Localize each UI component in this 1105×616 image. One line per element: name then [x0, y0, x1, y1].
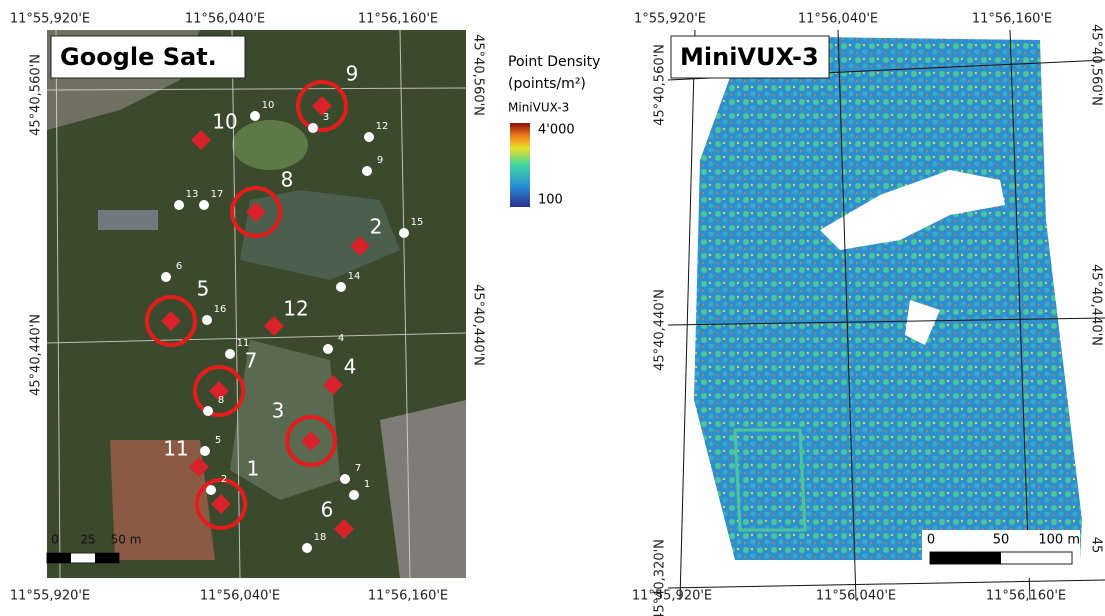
site-label: 7 [245, 349, 258, 373]
site-label: 11 [163, 437, 188, 461]
point-label: 1 [364, 479, 370, 490]
control-point [250, 111, 260, 121]
coordinate-label: 11°56,040'E [185, 12, 265, 27]
coordinate-label: 11°56,040'E [200, 589, 280, 604]
scale-bar [930, 552, 1001, 564]
control-point [203, 406, 213, 416]
site-label: 5 [197, 277, 210, 301]
coordinate-label: 11°55,920'E [10, 12, 90, 27]
control-point [302, 543, 312, 553]
coordinate-label: 11°56,160'E [358, 12, 438, 27]
coordinate-label: 11°55,920'E [632, 589, 712, 604]
legend-min: 100 [538, 193, 563, 208]
control-point [364, 132, 374, 142]
scale-label: 100 m [1038, 533, 1080, 548]
point-label: 12 [376, 121, 389, 132]
control-point [161, 272, 171, 282]
scale-label: 50 m [111, 533, 142, 547]
site-label: 3 [272, 399, 285, 423]
point-label: 16 [214, 304, 227, 315]
point-label: 9 [377, 155, 383, 166]
graticule [668, 580, 1105, 588]
scale-label: 50 [993, 533, 1010, 548]
site-label: 10 [212, 110, 237, 134]
coordinate-label: 45°40,560'N [1089, 24, 1104, 106]
scale-label: 0 [927, 533, 935, 548]
control-point [336, 282, 346, 292]
coordinate-label: 45°40,440'N [653, 289, 668, 371]
control-point [202, 315, 212, 325]
coordinate-label: 11°56,160'E [368, 589, 448, 604]
coordinate-label: 11°56,040'E [816, 589, 896, 604]
legend-sensor: MiniVUX-3 [508, 101, 569, 115]
scale-bar [95, 553, 119, 563]
legend-max: 4'000 [538, 123, 575, 138]
site-label: 6 [321, 498, 334, 522]
site-label: 4 [344, 355, 357, 379]
point-label: 3 [323, 112, 329, 123]
point-label: 4 [338, 333, 344, 344]
point-label: 17 [211, 189, 224, 200]
point-label: 13 [186, 189, 199, 200]
coordinate-label: 11°56,040'E [798, 12, 878, 27]
site-label: 1 [247, 457, 260, 481]
coordinate-label: 11°55,920'E [10, 589, 90, 604]
control-point [174, 200, 184, 210]
point-label: 18 [314, 532, 327, 543]
graticule [680, 30, 695, 600]
site-label: 8 [281, 168, 294, 192]
figure: Google Sat. Point Density (points/m²) Mi… [0, 0, 1105, 616]
point-label: 10 [262, 100, 275, 111]
site-label: 2 [370, 215, 383, 239]
coordinate-label: 45°40,320'N [653, 539, 668, 616]
map-title: Google Sat. [60, 43, 217, 71]
legend-title: Point Density [508, 54, 600, 70]
scale-label: 25 [80, 533, 95, 547]
coordinate-label: 45°40,560'N [653, 44, 668, 126]
control-point [323, 344, 333, 354]
legend-unit: (points/m²) [508, 76, 586, 92]
scale-bar [47, 553, 71, 563]
coordinate-label: 45°40,440'N [471, 284, 486, 366]
building [98, 210, 158, 230]
point-label: 14 [348, 271, 361, 282]
site-label: 9 [346, 62, 359, 86]
control-point [206, 485, 216, 495]
lawn [232, 120, 308, 170]
coordinate-label: 45°40,560'N [29, 54, 44, 136]
control-point [200, 446, 210, 456]
point-label: 7 [355, 463, 361, 474]
control-point [399, 228, 409, 238]
colorbar [510, 123, 530, 207]
coordinate-label: 11°56,160'E [972, 12, 1052, 27]
point-label: 11 [237, 338, 250, 349]
control-point [349, 490, 359, 500]
control-point [340, 474, 350, 484]
coordinate-label: 1°55,920'E [634, 12, 706, 27]
point-cloud [694, 36, 1082, 560]
point-label: 8 [218, 395, 224, 406]
point-label: 6 [176, 261, 182, 272]
point-label: 5 [215, 435, 221, 446]
page: Google Sat. Point Density (points/m²) Mi… [0, 0, 1105, 616]
map-title: MiniVUX-3 [680, 43, 819, 71]
scale-label: 0 [51, 533, 59, 547]
coordinate-label: 45°40,440'N [1089, 264, 1104, 346]
coordinate-label: 11°56,160'E [986, 589, 1066, 604]
coordinate-label: 45 [1089, 537, 1104, 554]
point-label: 2 [221, 474, 227, 485]
coordinate-label: 45°40,440'N [29, 314, 44, 396]
control-point [362, 166, 372, 176]
coordinate-label: 45°40,560'N [471, 34, 486, 116]
control-point [308, 123, 318, 133]
site-label: 12 [283, 297, 308, 321]
control-point [225, 349, 235, 359]
control-point [199, 200, 209, 210]
point-label: 15 [411, 217, 424, 228]
